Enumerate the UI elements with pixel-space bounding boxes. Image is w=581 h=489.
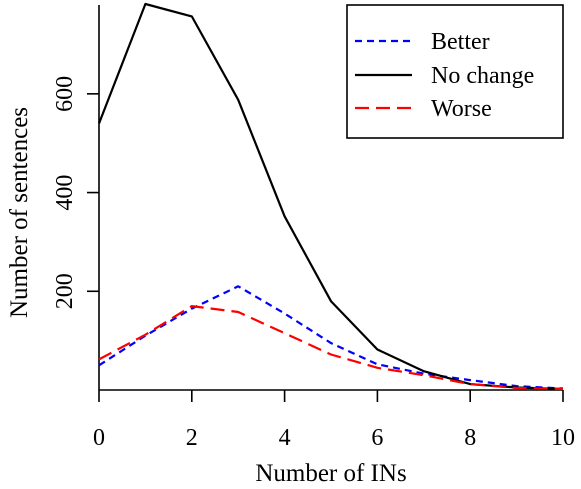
legend-label-worse: Worse (431, 96, 492, 122)
x-tick-label: 2 (186, 425, 198, 451)
series-line-worse (98, 305, 564, 391)
x-tick-label: 6 (371, 425, 383, 451)
axes: 0 2 4 6 8 10 200 400 600 (52, 5, 575, 451)
x-axis-title: Number of INs (255, 460, 406, 487)
y-axis-title: Number of sentences (6, 107, 33, 318)
series-lines (97, 2, 564, 391)
legend-label-better: Better (431, 29, 490, 55)
x-tick-label: 4 (279, 425, 291, 451)
legend-label-no-change: No change (431, 63, 534, 89)
x-tick-label: 8 (464, 425, 476, 451)
series-line-no-change (97, 2, 564, 391)
legend-box (346, 4, 564, 139)
y-tick-label: 400 (52, 175, 78, 211)
y-tick-label: 200 (52, 273, 78, 309)
y-tick-label: 600 (52, 76, 78, 112)
x-tick-label: 0 (93, 425, 105, 451)
series-line-better (98, 285, 564, 390)
x-tick-label: 10 (551, 425, 575, 451)
legend: Better No change Worse (346, 4, 564, 139)
